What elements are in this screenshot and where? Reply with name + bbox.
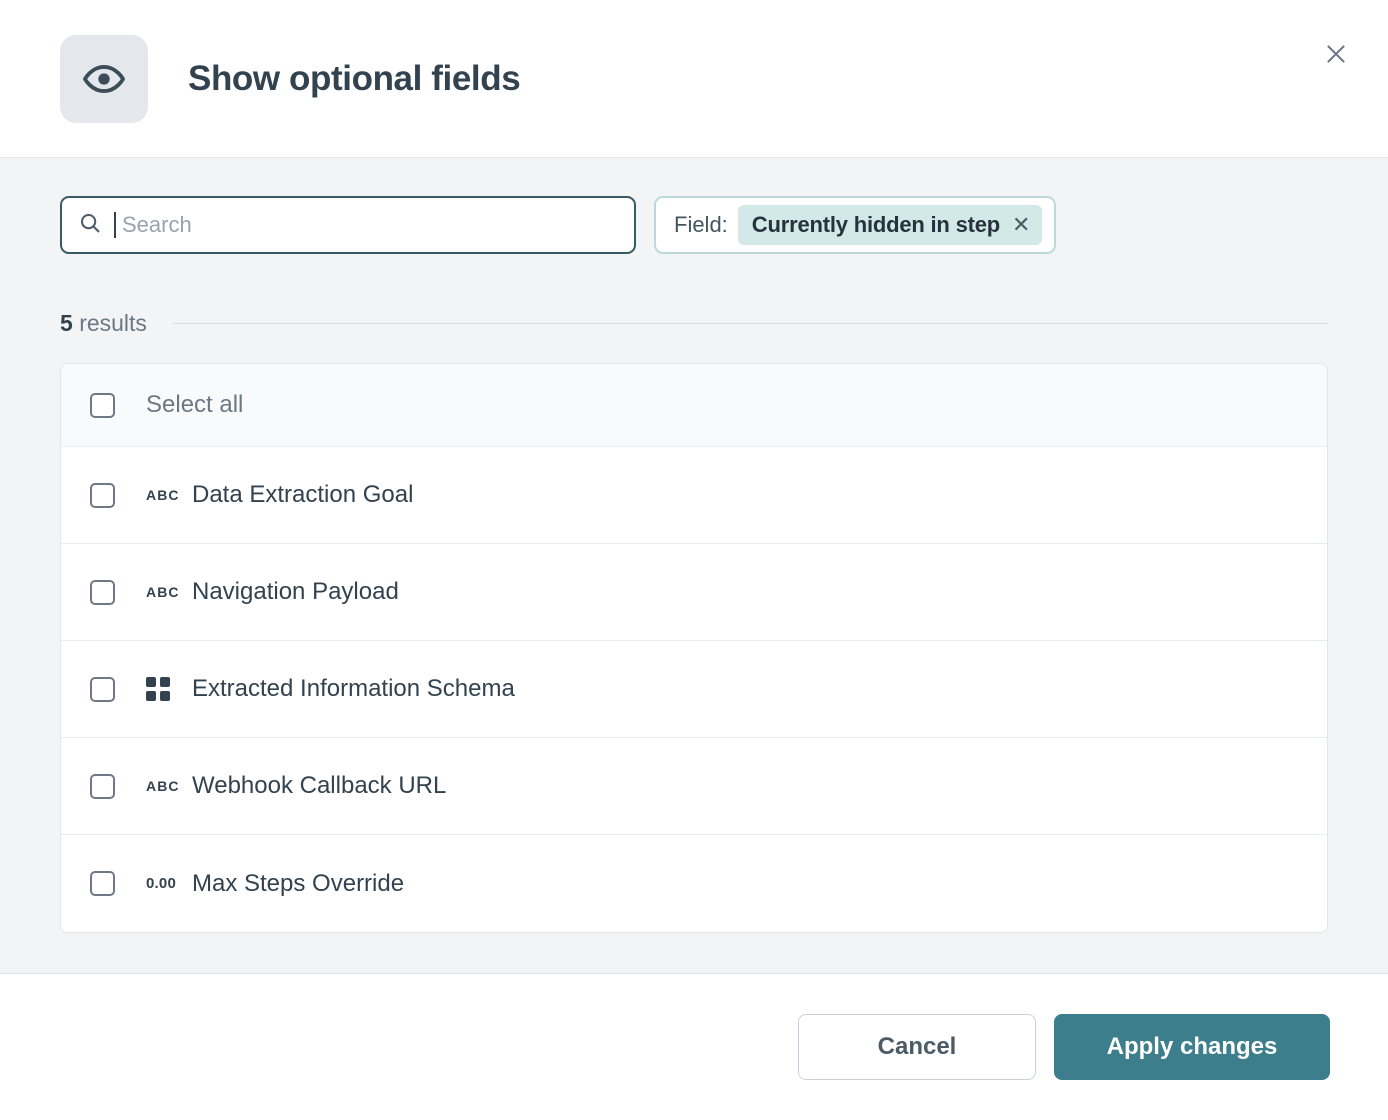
- row-label: Data Extraction Goal: [192, 481, 414, 508]
- dialog-footer: Cancel Apply changes: [0, 973, 1388, 1120]
- row-label: Max Steps Override: [192, 869, 405, 897]
- results-count: 5 results: [60, 310, 147, 337]
- controls-row: Search Field: Currently hidden in step ✕: [60, 196, 1328, 254]
- table-row[interactable]: ABC Webhook Callback URL: [61, 738, 1327, 835]
- abc-icon: ABC: [146, 778, 180, 794]
- text-caret: [114, 212, 116, 238]
- table-row[interactable]: ABC Data Extraction Goal: [61, 447, 1327, 544]
- row-label: Webhook Callback URL: [192, 772, 447, 799]
- row-checkbox[interactable]: [90, 773, 115, 799]
- grid-icon: [146, 677, 178, 701]
- select-all-label: Select all: [146, 391, 244, 418]
- field-filter-chip[interactable]: Field: Currently hidden in step ✕: [654, 196, 1057, 254]
- row-checkbox[interactable]: [90, 871, 115, 896]
- select-all-row[interactable]: Select all: [61, 364, 1327, 447]
- row-checkbox[interactable]: [90, 579, 115, 605]
- row-label: Navigation Payload: [192, 578, 399, 605]
- divider: [172, 323, 1328, 324]
- page-title: Show optional fields: [188, 58, 521, 98]
- search-icon: [78, 211, 102, 240]
- number-icon: 0.00: [146, 875, 176, 892]
- row-checkbox[interactable]: [90, 482, 115, 508]
- abc-icon: ABC: [146, 584, 180, 600]
- table-row[interactable]: 0.00 Max Steps Override: [61, 835, 1327, 932]
- row-label: Extracted Information Schema: [192, 675, 515, 702]
- table-row[interactable]: Extracted Information Schema: [61, 641, 1327, 738]
- search-input[interactable]: Search: [60, 196, 636, 254]
- fields-list: Select all ABC Data Extraction Goal ABC …: [60, 363, 1328, 933]
- filter-value-pill[interactable]: Currently hidden in step ✕: [737, 205, 1043, 245]
- select-all-checkbox[interactable]: [90, 392, 115, 418]
- remove-filter-icon[interactable]: ✕: [1012, 212, 1031, 237]
- results-count-number: 5: [60, 310, 73, 336]
- table-row[interactable]: ABC Navigation Payload: [61, 544, 1327, 641]
- results-header: 5 results: [60, 310, 1328, 337]
- close-icon[interactable]: [1318, 36, 1354, 72]
- row-checkbox[interactable]: [90, 676, 115, 702]
- results-count-label: results: [79, 310, 147, 336]
- dialog-body: Search Field: Currently hidden in step ✕…: [0, 158, 1388, 973]
- search-placeholder: Search: [122, 212, 192, 237]
- cancel-button[interactable]: Cancel: [798, 1014, 1036, 1080]
- eye-icon: [60, 34, 148, 123]
- dialog-header: Show optional fields: [0, 0, 1388, 158]
- apply-changes-button[interactable]: Apply changes: [1054, 1014, 1330, 1080]
- filter-value: Currently hidden in step: [751, 212, 1001, 237]
- abc-icon: ABC: [146, 487, 180, 503]
- filter-label: Field:: [674, 212, 728, 237]
